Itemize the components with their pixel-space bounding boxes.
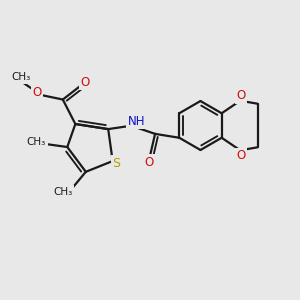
Text: O: O xyxy=(236,89,245,102)
Text: NH: NH xyxy=(128,115,146,128)
Text: O: O xyxy=(145,156,154,169)
Text: O: O xyxy=(80,76,89,89)
Text: CH₃: CH₃ xyxy=(53,187,73,197)
Text: S: S xyxy=(112,157,120,169)
Text: O: O xyxy=(236,149,245,162)
Text: CH₃: CH₃ xyxy=(11,72,30,82)
Text: O: O xyxy=(32,86,41,100)
Text: CH₃: CH₃ xyxy=(27,137,46,147)
